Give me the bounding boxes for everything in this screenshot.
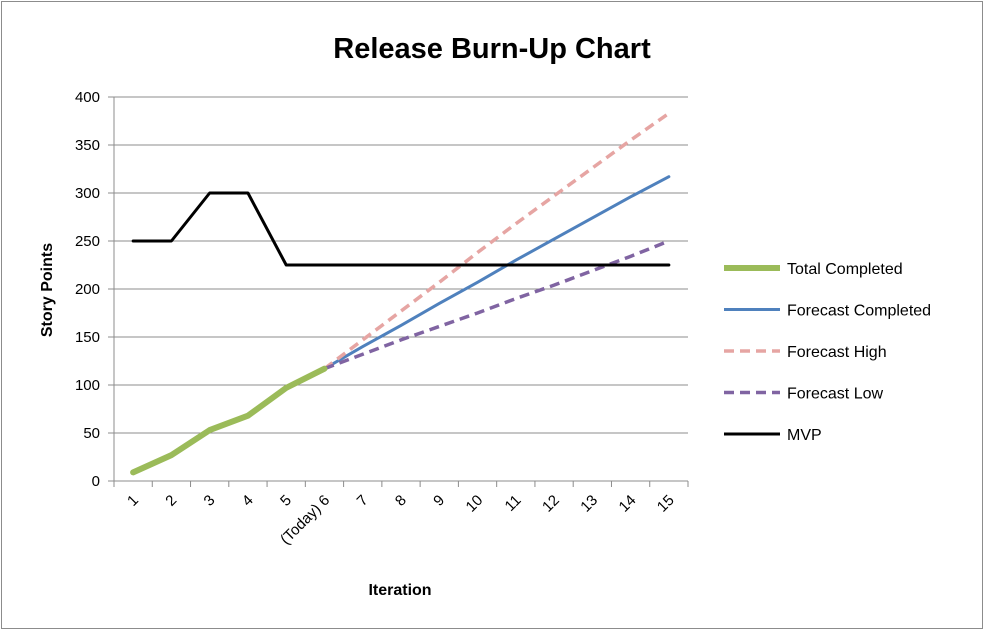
x-tick-label: 3	[201, 492, 219, 510]
x-tick-label: 12	[539, 492, 563, 516]
x-tick-label: 2	[162, 492, 180, 510]
x-tick-label: 8	[392, 492, 410, 510]
series-line-forecast-low	[323, 239, 670, 371]
legend-label: MVP	[787, 427, 822, 444]
x-tick-label: 14	[616, 492, 640, 516]
y-tick-label: 300	[75, 185, 100, 202]
y-tick-label: 100	[75, 377, 100, 394]
chart-title: Release Burn-Up Chart	[333, 33, 651, 65]
legend-label: Forecast Low	[787, 386, 883, 403]
y-tick-label: 250	[75, 233, 100, 250]
series-line-mvp	[131, 191, 671, 267]
series-lines	[130, 111, 671, 476]
x-axis-title: Iteration	[368, 582, 431, 599]
x-tick-label: 9	[430, 492, 448, 510]
legend: Total Completed Forecast Completed Forecas…	[724, 261, 931, 444]
x-tick-label: 1	[124, 492, 142, 510]
y-tick-label: 350	[75, 137, 100, 154]
x-axis-ticks: 1 2 3 4 5(Today) 6 7 8 9 10 11 12 13 14 15	[113, 481, 689, 548]
y-tick-label: 400	[75, 89, 100, 106]
x-tick-label: 5	[277, 492, 295, 510]
y-tick-label: 200	[75, 281, 100, 298]
x-tick-label: 4	[239, 492, 257, 510]
x-tick-label: 13	[577, 492, 601, 516]
legend-label: Forecast High	[787, 344, 887, 361]
y-tick-label: 50	[83, 425, 100, 442]
legend-label: Forecast Completed	[787, 303, 931, 320]
x-tick-label: 15	[654, 492, 678, 516]
series-line-forecast-completed	[322, 175, 671, 371]
y-axis-title: Story Points	[39, 243, 56, 337]
series-line-forecast-high	[323, 111, 670, 371]
x-tick-label: 7	[354, 492, 372, 510]
y-tick-label: 0	[92, 473, 100, 490]
series-line-total-completed	[130, 365, 328, 476]
y-tick-label: 150	[75, 329, 100, 346]
x-tick-label: 11	[502, 492, 525, 515]
x-tick-label: 10	[463, 492, 487, 516]
y-axis-ticks: 0 50 100 150 200 250 300 350 400	[75, 89, 114, 490]
legend-label: Total Completed	[787, 261, 903, 278]
